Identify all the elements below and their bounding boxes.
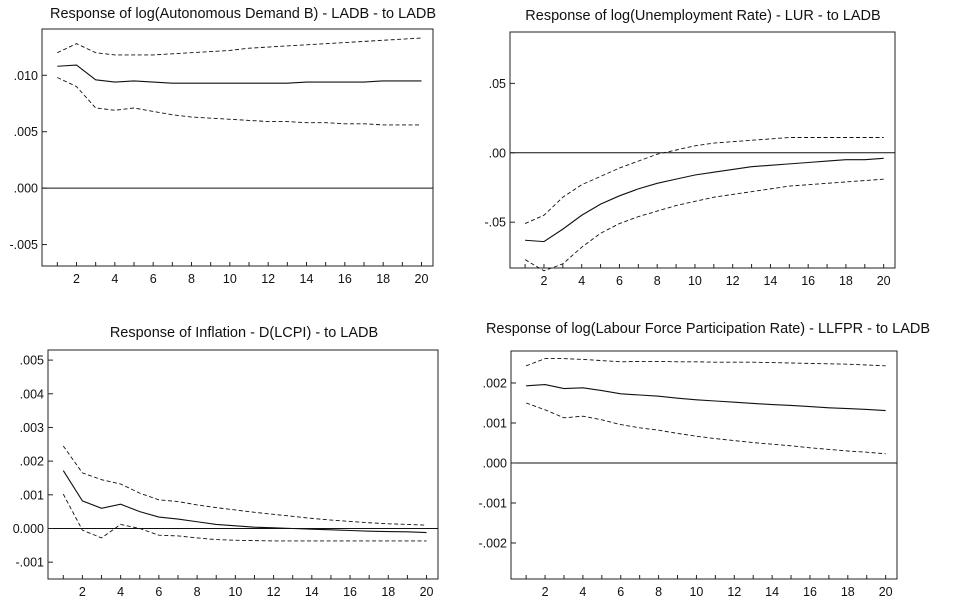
lower-band-line bbox=[524, 178, 884, 272]
x-tick-label: 12 bbox=[726, 274, 740, 288]
x-tick-label: 4 bbox=[111, 272, 118, 286]
chart-title: Response of log(Unemployment Rate) - LUR… bbox=[525, 8, 880, 24]
x-tick-label: 2 bbox=[79, 585, 86, 599]
upper-band-line bbox=[57, 37, 422, 56]
x-tick-label: 18 bbox=[839, 274, 853, 288]
x-tick-label: 12 bbox=[727, 585, 741, 599]
upper-band-line bbox=[525, 358, 886, 367]
y-tick-label: .00 bbox=[489, 146, 506, 160]
lower-band-line bbox=[62, 493, 427, 542]
panel-llfpr-response: Response of log(Labour Force Participati… bbox=[479, 321, 931, 599]
x-tick-label: 14 bbox=[305, 585, 319, 599]
x-tick-label: 14 bbox=[763, 274, 777, 288]
x-tick-label: 20 bbox=[415, 272, 429, 286]
x-tick-label: 14 bbox=[765, 585, 779, 599]
y-tick-label: .010 bbox=[14, 69, 38, 83]
y-tick-label: .002 bbox=[483, 377, 507, 391]
y-tick-label: .003 bbox=[20, 421, 44, 435]
y-tick-label: .05 bbox=[489, 77, 506, 91]
x-tick-label: 8 bbox=[194, 585, 201, 599]
x-tick-label: 16 bbox=[803, 585, 817, 599]
x-tick-label: 20 bbox=[420, 585, 434, 599]
x-tick-label: 10 bbox=[223, 272, 237, 286]
y-tick-label: 0.000 bbox=[13, 522, 44, 536]
x-tick-label: 6 bbox=[616, 274, 623, 288]
x-tick-label: 16 bbox=[338, 272, 352, 286]
y-tick-label: -.05 bbox=[484, 216, 506, 230]
x-tick-label: 20 bbox=[879, 585, 893, 599]
x-tick-label: 2 bbox=[540, 274, 547, 288]
chart-title: Response of log(Labour Force Participati… bbox=[486, 321, 930, 337]
panel-inflation-response: Response of Inflation - D(LCPI) - to LAD… bbox=[13, 325, 439, 599]
upper-band-line bbox=[62, 445, 427, 526]
chart-title: Response of Inflation - D(LCPI) - to LAD… bbox=[110, 325, 378, 341]
x-tick-label: 16 bbox=[801, 274, 815, 288]
y-tick-label: .002 bbox=[20, 455, 44, 469]
upper-band-line bbox=[524, 137, 884, 224]
y-tick-label: -.001 bbox=[16, 556, 45, 570]
response-line bbox=[62, 470, 427, 534]
x-tick-label: 8 bbox=[654, 274, 661, 288]
x-tick-label: 18 bbox=[841, 585, 855, 599]
plot-frame bbox=[47, 349, 439, 580]
x-tick-label: 2 bbox=[73, 272, 80, 286]
response-line bbox=[525, 157, 884, 243]
x-tick-label: 20 bbox=[877, 274, 891, 288]
x-tick-label: 10 bbox=[688, 274, 702, 288]
x-tick-label: 12 bbox=[261, 272, 275, 286]
plot-frame bbox=[510, 350, 898, 580]
y-tick-label: .001 bbox=[483, 417, 507, 431]
x-tick-label: 8 bbox=[655, 585, 662, 599]
x-tick-label: 10 bbox=[228, 585, 242, 599]
y-tick-label: .000 bbox=[483, 457, 507, 471]
x-tick-label: 8 bbox=[188, 272, 195, 286]
x-tick-label: 6 bbox=[617, 585, 624, 599]
x-tick-label: 12 bbox=[267, 585, 281, 599]
plot-frame bbox=[509, 31, 896, 269]
response-line bbox=[526, 384, 886, 412]
x-tick-label: 18 bbox=[381, 585, 395, 599]
plot-frame bbox=[41, 28, 434, 267]
x-tick-label: 4 bbox=[579, 585, 586, 599]
y-tick-label: .004 bbox=[20, 387, 44, 401]
panel-lur-response: Response of log(Unemployment Rate) - LUR… bbox=[484, 8, 896, 288]
x-tick-label: 16 bbox=[343, 585, 357, 599]
y-tick-label: .001 bbox=[20, 488, 44, 502]
x-tick-label: 4 bbox=[117, 585, 124, 599]
y-tick-label: .005 bbox=[14, 125, 38, 139]
x-tick-label: 14 bbox=[300, 272, 314, 286]
y-tick-label: .005 bbox=[20, 354, 44, 368]
x-tick-label: 4 bbox=[578, 274, 585, 288]
chart-title: Response of log(Autonomous Demand B) - L… bbox=[50, 6, 436, 22]
lower-band-line bbox=[525, 402, 886, 455]
x-tick-label: 10 bbox=[689, 585, 703, 599]
lower-band-line bbox=[57, 77, 422, 126]
x-tick-label: 18 bbox=[376, 272, 390, 286]
y-tick-label: -.005 bbox=[10, 238, 39, 252]
y-tick-label: -.002 bbox=[479, 537, 508, 551]
x-tick-label: 6 bbox=[155, 585, 162, 599]
y-tick-label: .000 bbox=[14, 182, 38, 196]
y-tick-label: -.001 bbox=[479, 497, 508, 511]
panel-ladb-response: Response of log(Autonomous Demand B) - L… bbox=[10, 6, 437, 286]
x-tick-label: 2 bbox=[542, 585, 549, 599]
response-line bbox=[57, 64, 422, 84]
x-tick-label: 6 bbox=[150, 272, 157, 286]
